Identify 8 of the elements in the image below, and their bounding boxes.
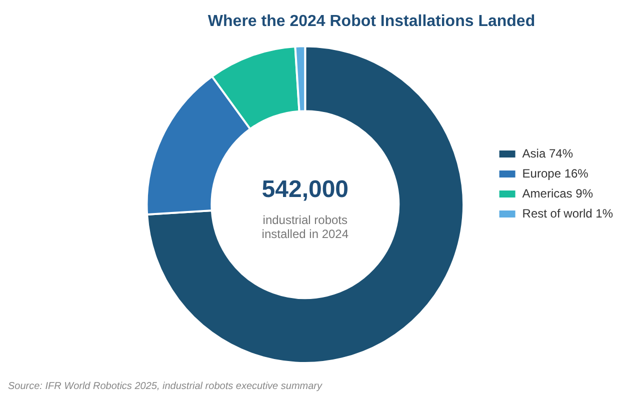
chart-title: Where the 2024 Robot Installations Landed [208,13,536,30]
legend-label: Rest of world 1% [522,206,614,220]
text: industrial robots installed in 2024 [262,212,349,241]
source-note: Source: IFR World Robotics 2025, industrial robots executive summary [8,380,324,392]
text: 542,000 [262,176,349,204]
legend-label: Asia 74% [522,146,574,160]
legend-label: Americas 9% [522,186,594,200]
legend-label: Europe 16% [522,166,589,180]
